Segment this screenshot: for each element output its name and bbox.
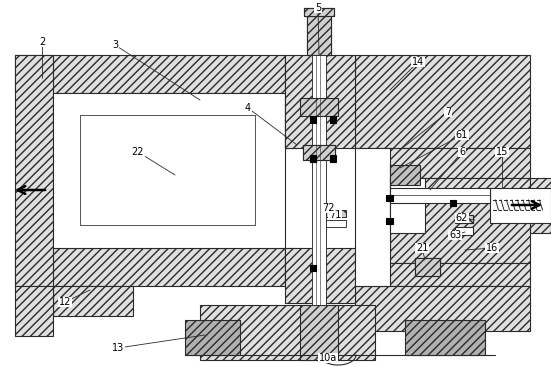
Bar [285, 55, 355, 148]
Bar [415, 258, 440, 276]
Bar [285, 248, 297, 286]
Text: 71: 71 [329, 210, 341, 220]
Bar [390, 178, 425, 233]
Bar [455, 215, 473, 223]
Bar [455, 227, 473, 235]
Bar [304, 8, 334, 16]
Text: 2: 2 [39, 37, 45, 47]
Bar [390, 178, 530, 263]
Bar [53, 286, 133, 316]
Text: 3: 3 [112, 40, 118, 50]
Bar [490, 188, 551, 223]
Bar [303, 145, 335, 160]
Bar [386, 218, 393, 224]
Bar [304, 8, 334, 16]
Bar [355, 148, 390, 286]
Bar [375, 148, 530, 178]
Bar [405, 320, 485, 355]
Bar [355, 286, 530, 331]
Bar [312, 55, 326, 305]
Bar [375, 263, 530, 286]
Text: 6: 6 [459, 147, 465, 157]
Bar [185, 320, 240, 355]
Bar [310, 265, 316, 271]
Bar [326, 210, 346, 217]
Bar [15, 55, 53, 286]
Bar [300, 98, 338, 116]
Text: 62: 62 [456, 213, 468, 223]
Text: 7: 7 [445, 107, 451, 117]
Text: 12: 12 [59, 297, 71, 307]
Bar [80, 115, 255, 225]
Text: 22: 22 [132, 147, 144, 157]
Bar [285, 248, 355, 303]
Text: 72: 72 [322, 203, 334, 213]
Bar [330, 116, 336, 123]
Bar [330, 155, 336, 162]
Text: 14: 14 [412, 57, 424, 67]
Bar [53, 93, 285, 248]
Bar [355, 55, 530, 148]
Bar [307, 10, 331, 55]
Text: 61: 61 [456, 130, 468, 140]
Bar [326, 210, 346, 217]
Bar [390, 188, 490, 203]
Bar [307, 10, 331, 55]
Bar [200, 305, 375, 360]
Bar [386, 195, 393, 201]
Text: 13: 13 [112, 343, 124, 353]
Text: 16: 16 [486, 243, 498, 253]
Bar [455, 215, 473, 223]
Bar [15, 248, 285, 286]
Text: 5: 5 [315, 3, 321, 13]
Bar [530, 178, 551, 233]
Bar [15, 286, 53, 336]
Bar [310, 116, 316, 123]
Text: 15: 15 [496, 147, 508, 157]
Bar [300, 305, 338, 360]
Bar [15, 55, 285, 93]
Bar [285, 93, 297, 148]
Text: 10a: 10a [319, 353, 337, 363]
Text: 21: 21 [416, 243, 428, 253]
Bar [303, 145, 335, 160]
Bar [450, 200, 456, 206]
Text: 4: 4 [245, 103, 251, 113]
Bar [390, 165, 420, 185]
Bar [326, 220, 346, 227]
Bar [415, 258, 440, 276]
Bar [310, 155, 316, 162]
Text: 63: 63 [449, 230, 461, 240]
